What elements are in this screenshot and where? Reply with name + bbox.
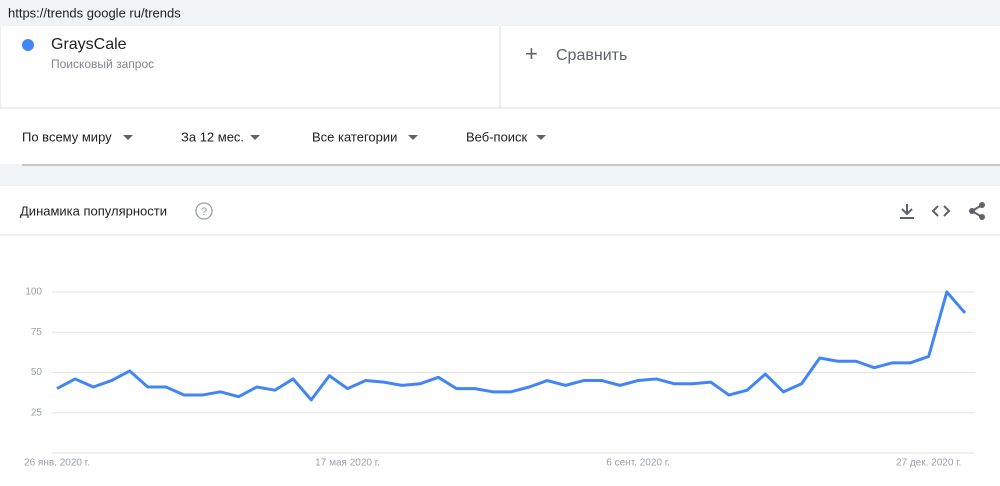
dropdown-arrow[interactable] <box>250 135 260 140</box>
share-dot <box>979 202 985 208</box>
y-tick-label: 25 <box>31 407 43 418</box>
filter[interactable]: По всему миру <box>22 129 112 144</box>
filter[interactable]: Веб-поиск <box>466 129 528 144</box>
plus-icon[interactable]: + <box>525 41 538 66</box>
share-dot <box>969 208 975 214</box>
y-tick-label: 75 <box>31 327 43 338</box>
chart-title: Динамика популярности <box>20 203 167 218</box>
help-icon[interactable] <box>195 202 213 220</box>
dropdown-arrow[interactable] <box>408 135 418 140</box>
term-dot <box>22 39 34 51</box>
separator-band <box>0 164 1000 186</box>
filter[interactable]: Все категории <box>312 129 397 144</box>
download-icon[interactable] <box>900 204 914 219</box>
search-term[interactable]: GraysCale <box>51 36 127 53</box>
term-subtitle: Поисковый запрос <box>51 57 154 71</box>
filter[interactable]: За 12 мес. <box>181 129 244 144</box>
x-tick-label: 17 мая 2020 г. <box>315 458 380 469</box>
embed-icon[interactable] <box>931 205 951 217</box>
share-dot <box>979 214 985 220</box>
help-icon-mark: ? <box>201 206 207 218</box>
x-tick-label: 6 сент. 2020 г. <box>606 458 670 469</box>
x-tick-label: 26 янв. 2020 г. <box>24 458 90 469</box>
plot: 25 50 75 100 26 янв. 2020 г. 17 мая 2020 г. 6 … <box>24 287 975 469</box>
y-tick-label: 100 <box>25 287 42 298</box>
trend-line <box>56 290 967 402</box>
compare-button[interactable]: Сравнить <box>556 47 627 64</box>
y-tick-label: 50 <box>31 367 43 378</box>
url[interactable]: https://trends google ru/trends <box>8 5 181 20</box>
address-bar <box>0 0 1000 26</box>
dropdown-arrow[interactable] <box>536 135 546 140</box>
x-tick-label: 27 дек. 2020 г. <box>896 458 961 469</box>
dropdown-arrow[interactable] <box>123 135 133 140</box>
